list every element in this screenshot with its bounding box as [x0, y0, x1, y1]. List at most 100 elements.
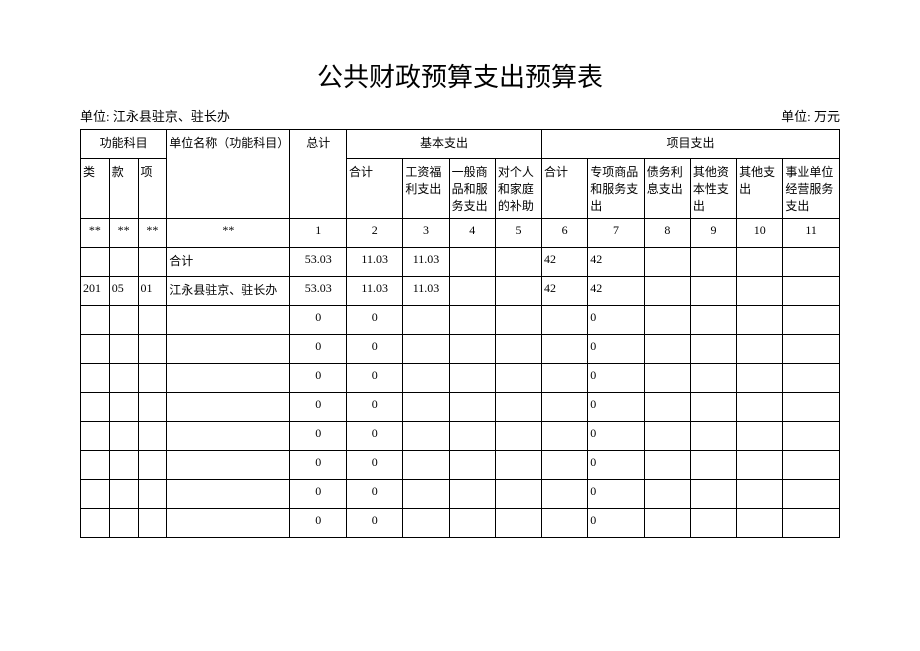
- cell: [138, 335, 167, 364]
- th-func-subject: 功能科目: [81, 130, 167, 159]
- table-row: 000: [81, 393, 840, 422]
- org-label: 单位: 江永县驻京、驻长办: [80, 106, 230, 125]
- cell: [783, 480, 840, 509]
- cell: [737, 480, 783, 509]
- index-cell: 5: [495, 219, 541, 248]
- meta-row: 单位: 江永县驻京、驻长办 单位: 万元: [80, 106, 840, 125]
- th-p-sum: 合计: [542, 159, 588, 219]
- cell: [783, 248, 840, 277]
- cell: [542, 306, 588, 335]
- cell: [644, 480, 690, 509]
- cell: [542, 422, 588, 451]
- cell: 0: [290, 393, 346, 422]
- cell: [783, 509, 840, 538]
- th-p-special: 专项商品和服务支出: [588, 159, 644, 219]
- cell: [449, 306, 495, 335]
- cell: 0: [290, 335, 346, 364]
- cell: [81, 451, 110, 480]
- cell: 0: [588, 335, 644, 364]
- cell: [783, 393, 840, 422]
- cell: [403, 509, 449, 538]
- cell: [495, 277, 541, 306]
- cell: [109, 480, 138, 509]
- cell: [495, 335, 541, 364]
- cell: [495, 509, 541, 538]
- cell: 0: [290, 306, 346, 335]
- table-row: 000: [81, 364, 840, 393]
- index-cell: 2: [346, 219, 402, 248]
- cell: [167, 480, 290, 509]
- page-title: 公共财政预算支出预算表: [80, 57, 840, 94]
- cell: [737, 335, 783, 364]
- cell: [138, 451, 167, 480]
- cell: [783, 451, 840, 480]
- cell: 11.03: [346, 277, 402, 306]
- cell: [644, 393, 690, 422]
- cell: [167, 306, 290, 335]
- cell: [403, 393, 449, 422]
- cell: [495, 364, 541, 393]
- cell: 42: [542, 248, 588, 277]
- cell: [449, 509, 495, 538]
- cell: 0: [290, 480, 346, 509]
- table-row: 2010501江永县驻京、驻长办53.0311.0311.034242: [81, 277, 840, 306]
- cell: [403, 422, 449, 451]
- cell: [449, 480, 495, 509]
- cell: [783, 335, 840, 364]
- cell: 0: [588, 393, 644, 422]
- cell: 0: [290, 451, 346, 480]
- cell: 42: [588, 277, 644, 306]
- index-cell: 8: [644, 219, 690, 248]
- cell: [449, 422, 495, 451]
- cell: [403, 451, 449, 480]
- cell: 0: [290, 509, 346, 538]
- cell: [109, 393, 138, 422]
- cell: 0: [588, 451, 644, 480]
- cell: [542, 364, 588, 393]
- cell: [495, 393, 541, 422]
- cell: [690, 364, 736, 393]
- cell: [644, 451, 690, 480]
- cell: [167, 422, 290, 451]
- cell: [690, 248, 736, 277]
- unit-label: 单位: 万元: [781, 106, 840, 125]
- index-cell: 1: [290, 219, 346, 248]
- cell: 合计: [167, 248, 290, 277]
- cell: [690, 422, 736, 451]
- cell: [138, 509, 167, 538]
- cell: [737, 277, 783, 306]
- cell: 11.03: [403, 248, 449, 277]
- th-p-other: 其他支出: [737, 159, 783, 219]
- cell: 53.03: [290, 248, 346, 277]
- cell: [690, 393, 736, 422]
- cell: 0: [290, 422, 346, 451]
- cell: [783, 364, 840, 393]
- cell: [644, 422, 690, 451]
- cell: [542, 480, 588, 509]
- cell: 42: [542, 277, 588, 306]
- th-unit-name: 单位名称（功能科目）: [167, 130, 290, 219]
- cell: [783, 422, 840, 451]
- th-project: 项目支出: [542, 130, 840, 159]
- cell: 0: [346, 451, 402, 480]
- th-p-debt: 债务利息支出: [644, 159, 690, 219]
- index-cell: **: [109, 219, 138, 248]
- cell: [690, 509, 736, 538]
- cell: 53.03: [290, 277, 346, 306]
- cell: [737, 509, 783, 538]
- table-row: 000: [81, 509, 840, 538]
- cell: [403, 335, 449, 364]
- th-kuan: 款: [109, 159, 138, 219]
- cell: [449, 451, 495, 480]
- cell: [449, 248, 495, 277]
- cell: [495, 248, 541, 277]
- cell: [403, 306, 449, 335]
- cell: [449, 364, 495, 393]
- cell: [138, 248, 167, 277]
- cell: [449, 277, 495, 306]
- cell: [644, 509, 690, 538]
- cell: 0: [588, 364, 644, 393]
- cell: [109, 248, 138, 277]
- cell: [403, 364, 449, 393]
- cell: 42: [588, 248, 644, 277]
